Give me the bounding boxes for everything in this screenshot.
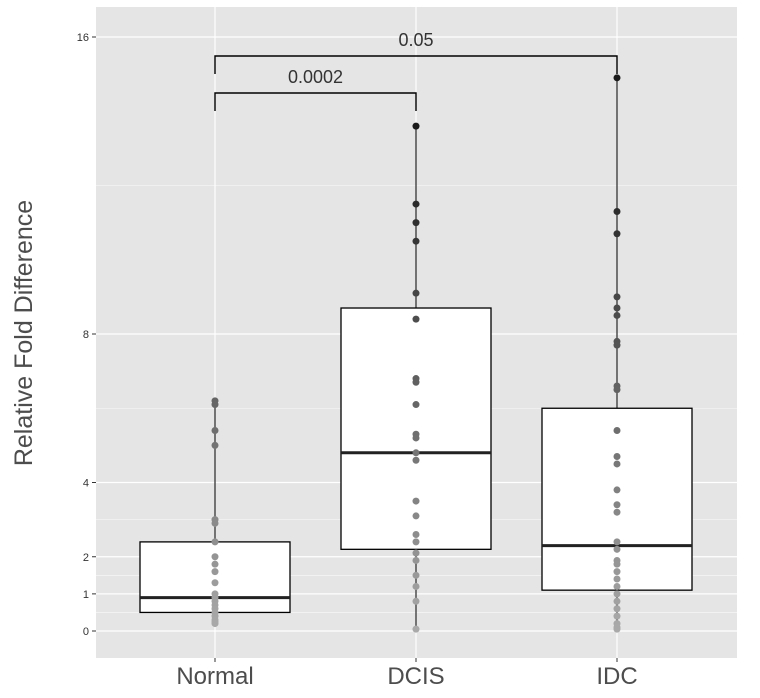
data-point [412, 571, 420, 579]
data-point [211, 538, 219, 546]
data-point [412, 597, 420, 605]
data-point [412, 289, 420, 297]
data-point [613, 486, 621, 494]
data-point [412, 530, 420, 538]
data-point [613, 230, 621, 238]
tick-label: 4 [83, 478, 89, 490]
data-point [412, 582, 420, 590]
data-point [613, 427, 621, 435]
y-axis-ticks: 0 1 2 4 8 16 [77, 32, 96, 638]
data-point [613, 597, 621, 605]
y-axis-title: Relative Fold Difference [10, 200, 38, 466]
tick-label: 16 [77, 32, 89, 44]
data-point [613, 538, 621, 546]
data-point [412, 625, 420, 633]
data-point [613, 568, 621, 576]
tick-label: 1 [83, 589, 89, 601]
data-point [211, 401, 219, 409]
data-points [211, 74, 621, 633]
data-point [613, 625, 621, 633]
data-point [613, 293, 621, 301]
category-label: IDC [596, 663, 637, 690]
data-point [613, 453, 621, 461]
data-point [613, 508, 621, 516]
data-point [613, 207, 621, 215]
data-point [412, 512, 420, 520]
data-point [613, 582, 621, 590]
data-point [412, 122, 420, 130]
data-point [412, 549, 420, 557]
category-label: Normal [176, 663, 253, 690]
tick-label: 8 [83, 329, 89, 341]
box-dcis [340, 307, 492, 550]
data-point [412, 401, 420, 409]
data-point [613, 311, 621, 319]
data-point [211, 579, 219, 587]
p-value-label: 0.05 [398, 30, 433, 50]
data-point [613, 386, 621, 394]
data-point [613, 605, 621, 613]
data-point [211, 553, 219, 561]
data-point [613, 501, 621, 509]
data-point [613, 545, 621, 553]
bracket [214, 55, 618, 74]
data-point [613, 304, 621, 312]
tick-label: 2 [83, 552, 89, 564]
data-point [412, 315, 420, 323]
data-point [412, 497, 420, 505]
data-point [412, 456, 420, 464]
data-point [211, 519, 219, 527]
data-point [211, 560, 219, 568]
tick-label: 0 [83, 626, 89, 638]
data-point [412, 449, 420, 457]
data-point [613, 560, 621, 568]
data-point [412, 219, 420, 227]
data-point [412, 538, 420, 546]
data-point [211, 427, 219, 435]
data-point [613, 460, 621, 468]
data-point [613, 612, 621, 620]
data-point [412, 378, 420, 386]
x-axis-categories: Normal DCIS IDC [176, 658, 638, 690]
data-point [211, 441, 219, 449]
data-point [613, 341, 621, 349]
data-point [412, 237, 420, 245]
data-point [211, 620, 219, 628]
significance-brackets: 0.0002 0.05 [214, 30, 618, 111]
data-point [613, 74, 621, 82]
data-point [412, 434, 420, 442]
data-point [211, 568, 219, 576]
bracket [214, 92, 417, 111]
p-value-label: 0.0002 [288, 67, 343, 87]
data-point [412, 200, 420, 208]
data-point [613, 575, 621, 583]
category-label: DCIS [387, 663, 444, 690]
data-point [412, 556, 420, 564]
data-point [613, 590, 621, 598]
